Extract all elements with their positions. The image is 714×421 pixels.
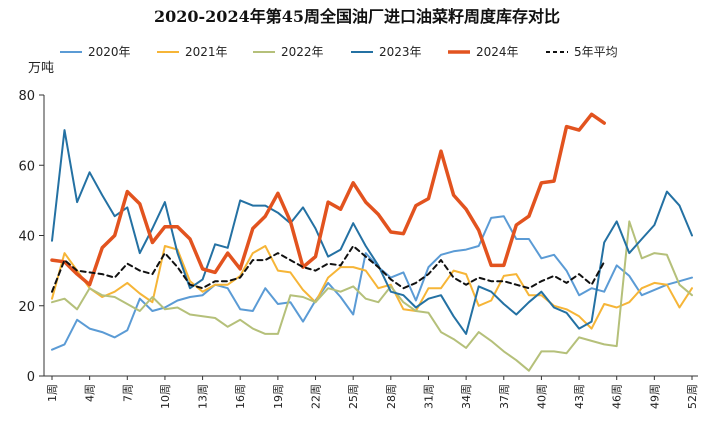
series-line-6 bbox=[51, 245, 606, 293]
series-line-4 bbox=[51, 129, 693, 335]
y-tick-label: 0 bbox=[27, 370, 35, 385]
legend-label-1: 2020年 bbox=[88, 45, 131, 59]
y-tick-label: 80 bbox=[18, 89, 35, 104]
legend-label-2: 2021年 bbox=[185, 45, 228, 59]
chart-title: 2020-2024年第45周全国油厂进口油菜籽周度库存对比 bbox=[154, 7, 560, 26]
legend-label-4: 2023年 bbox=[379, 45, 422, 59]
x-tick-label: 31周 bbox=[422, 384, 435, 409]
legend: 2020年 2021年 2022年 2023年 2024年 5年平均 bbox=[60, 45, 618, 59]
legend-label-3: 2022年 bbox=[281, 45, 324, 59]
x-tick-label: 37周 bbox=[498, 384, 511, 409]
x-tick-label: 22周 bbox=[310, 384, 323, 409]
x-tick-label: 34周 bbox=[460, 384, 473, 409]
x-tick-label: 49周 bbox=[648, 384, 661, 409]
plot-area bbox=[50, 112, 693, 372]
y-tick-label: 20 bbox=[18, 300, 35, 315]
y-axis-label: 万吨 bbox=[28, 61, 54, 76]
series-line-1 bbox=[51, 215, 693, 351]
x-tick-label: 40周 bbox=[535, 384, 548, 409]
x-axis: 1周 4周 7周 10周 13周 16周 19周 22周 25周 28周 31周 34周 37周 40周 4… bbox=[46, 376, 699, 409]
series-line-3 bbox=[51, 220, 693, 372]
x-tick-label: 4周 bbox=[84, 384, 97, 402]
series-line-5 bbox=[50, 112, 606, 287]
legend-label-6: 5年平均 bbox=[574, 45, 618, 59]
x-tick-label: 43周 bbox=[573, 384, 586, 409]
x-tick-label: 16周 bbox=[234, 384, 247, 409]
x-tick-label: 13周 bbox=[197, 384, 210, 409]
series-line-2 bbox=[51, 245, 693, 330]
legend-label-5: 2024年 bbox=[476, 45, 519, 59]
x-tick-label: 28周 bbox=[385, 384, 398, 409]
y-tick-label: 40 bbox=[18, 230, 35, 245]
x-tick-label: 52周 bbox=[686, 384, 699, 409]
y-tick-label: 60 bbox=[18, 159, 35, 174]
x-tick-label: 10周 bbox=[159, 384, 172, 409]
x-tick-label: 19周 bbox=[272, 384, 285, 409]
x-tick-label: 25周 bbox=[347, 384, 360, 409]
x-tick-label: 7周 bbox=[121, 384, 134, 402]
y-axis: 0 20 40 60 80 bbox=[18, 89, 44, 385]
x-tick-label: 1周 bbox=[46, 384, 59, 402]
x-tick-label: 46周 bbox=[611, 384, 624, 409]
